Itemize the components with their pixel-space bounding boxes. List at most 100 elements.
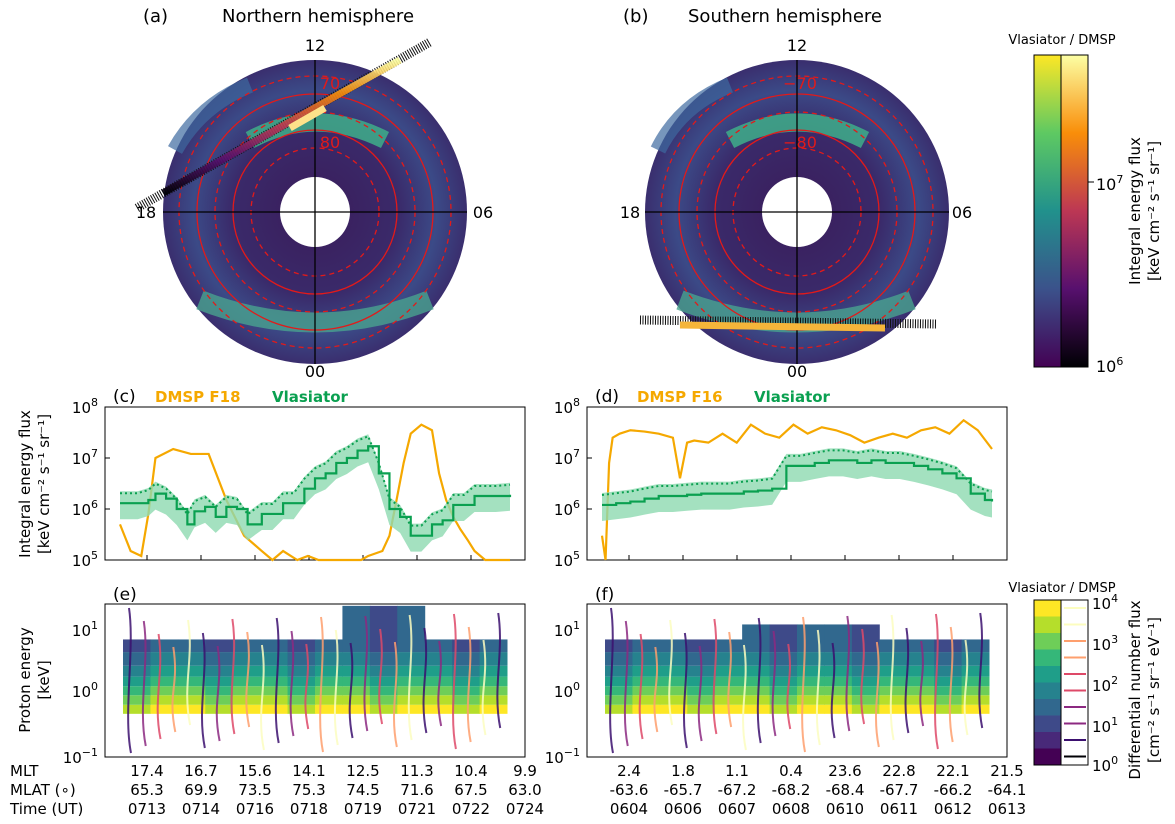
heatmap-cell xyxy=(342,704,371,714)
dmsp-contour xyxy=(668,619,674,726)
heatmap-cell xyxy=(824,652,853,666)
dmsp-contour xyxy=(481,639,487,736)
heatmap-cell xyxy=(424,665,453,677)
dmsp-contour xyxy=(348,642,354,739)
colorbar-integral-flux: Vlasiator / DMSP 107 106 Integral energy… xyxy=(1008,33,1163,376)
heatmap-cell xyxy=(879,704,908,714)
heatmap-cell xyxy=(851,665,880,677)
heatmap-cell xyxy=(851,695,880,705)
heatmap-cell xyxy=(605,652,633,666)
heatmap-cell xyxy=(714,665,743,677)
heatmap-cell xyxy=(369,605,398,653)
heatmap-cell xyxy=(452,686,481,696)
heatmap-cell xyxy=(150,695,179,705)
dmsp-contour xyxy=(319,616,324,753)
heatmap-cell xyxy=(123,665,151,677)
panel-b-letter: (b) xyxy=(623,6,648,27)
dmsp-contour xyxy=(230,618,236,735)
xtick-label-mlt: 9.9 xyxy=(513,762,537,780)
dmsp-contour xyxy=(934,613,939,750)
panel-e: (e) xyxy=(104,585,526,758)
energy-axis-labels: Proton energy [keV] 101 100 10−1 101 100… xyxy=(16,619,580,767)
colorbar-bottom-dmsp xyxy=(1060,599,1089,766)
xtick-label-time: 0724 xyxy=(506,800,544,818)
heatmap-cell xyxy=(687,695,716,705)
colorbar-top-label-2: [keV cm⁻² s⁻¹ sr⁻¹] xyxy=(1145,141,1163,281)
heatmap-cell xyxy=(287,639,316,653)
colorbar-band-vlasiator xyxy=(1034,633,1061,650)
xtick-label-time: 0611 xyxy=(880,800,918,818)
vlasiator-max-c xyxy=(120,434,511,527)
heatmap-cell xyxy=(632,639,661,653)
heatmap-cell xyxy=(797,624,825,653)
flux-axis-labels: Integral energy flux [keV cm⁻² s⁻¹ sr⁻¹]… xyxy=(16,396,580,570)
heatmap-cell xyxy=(123,652,151,666)
dmsp-contour xyxy=(274,617,280,744)
heatmap-cell xyxy=(232,639,261,653)
heatmap-cell xyxy=(659,652,688,666)
xtick-label-time: 0713 xyxy=(128,800,166,818)
heatmap-cell xyxy=(961,665,990,677)
colorbar-number-flux: Vlasiator / DMSP 104 103 102 101 100 Dif… xyxy=(1008,581,1163,780)
dmsp-contour xyxy=(978,612,984,729)
dmsp-contour xyxy=(801,616,806,753)
xtick-label-mlat: -68.4 xyxy=(826,781,865,799)
lat-label-80-north: 80 xyxy=(320,133,340,152)
mlt-06-south: 06 xyxy=(952,203,972,222)
heatmap-cell xyxy=(287,676,316,687)
dmsp-contour xyxy=(874,641,880,748)
energy-tick-10-f: 101 xyxy=(554,619,580,640)
heatmap-cell xyxy=(961,652,990,666)
oval-dusk-south xyxy=(650,77,734,154)
legend-vlasiator-c: Vlasiator xyxy=(272,388,349,406)
dmsp-contour xyxy=(712,618,718,735)
heatmap-cell xyxy=(150,686,179,696)
colorbar-top-label-1: Integral energy flux xyxy=(1126,137,1144,285)
heatmap-cell xyxy=(232,665,261,677)
heatmap-cell xyxy=(315,639,343,653)
heatmap-cell xyxy=(769,695,798,705)
dmsp-contour xyxy=(638,633,644,740)
heatmap-cell xyxy=(287,704,316,714)
heatmap-cell xyxy=(205,704,234,714)
heatmap-cell xyxy=(687,686,716,696)
xtick-label-mlt: 15.6 xyxy=(238,762,271,780)
heatmap-cell xyxy=(479,676,508,687)
heatmap-cell xyxy=(260,704,289,714)
dmsp-contour xyxy=(860,628,866,725)
dmsp-contour xyxy=(742,644,747,751)
heatmap-cell xyxy=(824,676,853,687)
colorbar-band-vlasiator xyxy=(1034,699,1061,716)
heatmap-cell xyxy=(177,686,206,696)
dmsp-contour xyxy=(653,646,659,733)
colorbar-bottom-label-1: Differential number flux xyxy=(1126,600,1144,779)
colorbar-band-vlasiator xyxy=(1034,600,1061,617)
heatmap-cell xyxy=(851,686,880,696)
xtick-label-mlat: -66.2 xyxy=(934,781,973,799)
heatmap-cell xyxy=(879,676,908,687)
heatmap-cell xyxy=(123,704,151,714)
heatmap-cell xyxy=(315,676,343,687)
heatmap-cell xyxy=(824,686,853,696)
xtick-label-mlt: 11.3 xyxy=(400,762,433,780)
energy-tick-10-e: 101 xyxy=(72,619,98,640)
colorbar-band-vlasiator xyxy=(1034,666,1061,683)
mlt-18-north: 18 xyxy=(136,203,156,222)
dmsp-contour xyxy=(815,629,821,746)
heatmap-cell xyxy=(934,686,963,696)
heatmap-cell xyxy=(150,665,179,677)
dmsp-contour xyxy=(845,615,851,732)
legend-dmsp-f18: DMSP F18 xyxy=(155,388,241,406)
oval-dusk-north xyxy=(168,77,254,155)
heatmap-cell xyxy=(342,686,371,696)
dmsp-contour xyxy=(422,627,428,734)
heatmap-cell xyxy=(714,652,743,666)
heatmap-cell xyxy=(605,676,633,687)
heatmap-cell xyxy=(934,676,963,687)
heatmap-cell xyxy=(479,686,508,696)
panel-a-title: Northern hemisphere xyxy=(222,6,414,27)
dmsp-contour xyxy=(830,642,836,739)
dmsp-contour xyxy=(948,626,954,743)
heatmap-cell xyxy=(659,704,688,714)
heatmap-cell xyxy=(369,686,398,696)
